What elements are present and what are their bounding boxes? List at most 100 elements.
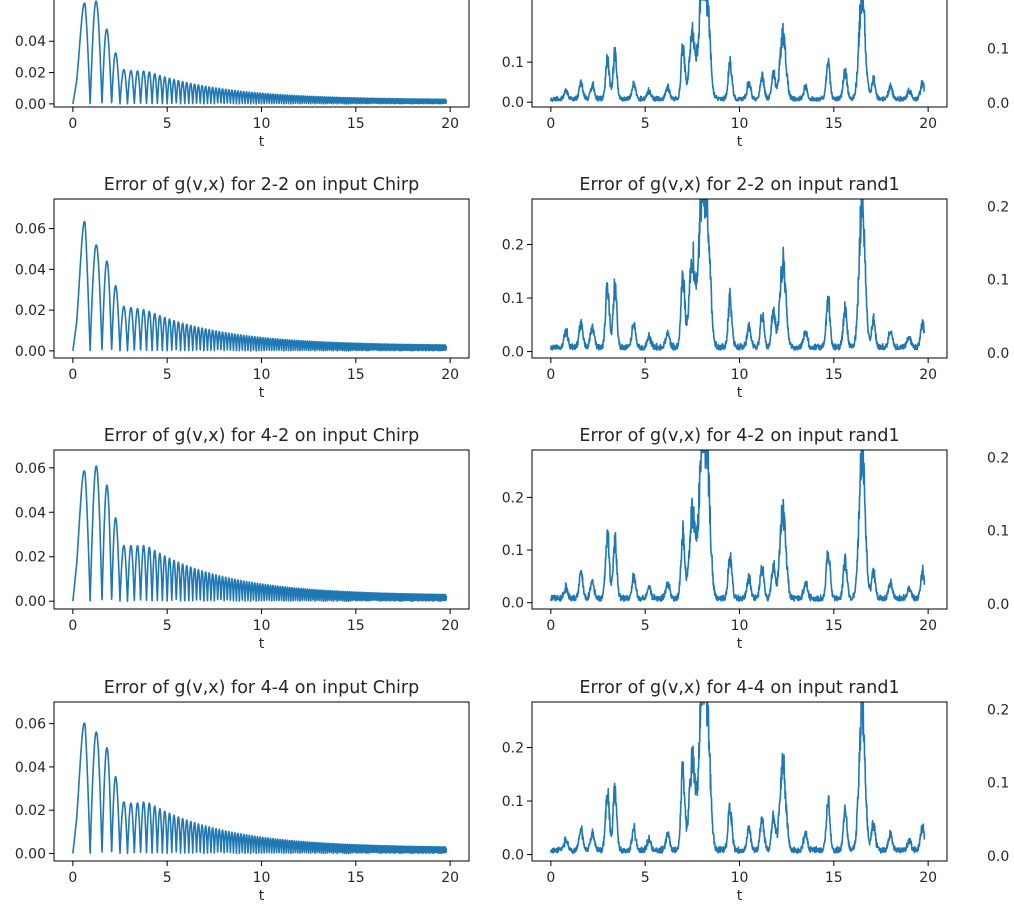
x-axis-label: t <box>259 385 265 401</box>
x-tick-label: 10 <box>731 618 749 634</box>
y-tick-label: 0.04 <box>15 760 46 776</box>
x-tick-label: 15 <box>347 116 365 132</box>
x-tick-label: 20 <box>441 116 459 132</box>
subplot-title: Error of g(v,x) for 4-4 on input rand1 <box>579 678 899 698</box>
x-tick-label: 20 <box>441 367 459 383</box>
y-tick-label: 0.06 <box>15 222 46 238</box>
x-tick-label: 5 <box>641 116 650 132</box>
y-tick-label: 0.1 <box>502 291 524 307</box>
x-axis-label: t <box>259 888 265 904</box>
x-tick-label: 5 <box>641 870 650 886</box>
y-tick-label: 0.04 <box>15 34 46 50</box>
y-tick-label: 0.2 <box>987 199 1009 215</box>
x-tick-label: 10 <box>253 116 271 132</box>
series-line <box>72 465 448 603</box>
y-tick-label: 0.1 <box>987 524 1009 540</box>
series-line <box>550 0 926 102</box>
series-line <box>72 220 448 352</box>
y-tick-label: 0.00 <box>15 846 46 862</box>
x-tick-label: 10 <box>731 367 749 383</box>
y-tick-label: 0.00 <box>15 97 46 113</box>
subplot-1-2: 0.0 0.1 0.2 <box>987 199 1009 362</box>
subplot-0-0: 0 5 10 15 20 0.00 0.02 0.04 t <box>15 0 470 150</box>
subplot-1-1: 0 5 10 15 20 0.0 0.1 0.2 t Error of g(v,x) for 2-… <box>502 175 948 401</box>
subplot-title: Error of g(v,x) for 2-2 on input Chirp <box>104 175 419 195</box>
y-tick-label: 0.2 <box>987 450 1009 466</box>
x-tick-label: 5 <box>163 116 172 132</box>
y-tick-label: 0.1 <box>502 543 524 559</box>
x-tick-label: 15 <box>347 870 365 886</box>
y-tick-label: 0.2 <box>502 741 524 757</box>
x-tick-label: 10 <box>731 870 749 886</box>
y-tick-label: 0.02 <box>15 66 46 82</box>
subplot-title: Error of g(v,x) for 4-4 on input Chirp <box>104 678 419 698</box>
subplot-title: Error of g(v,x) for 4-2 on input Chirp <box>104 426 419 446</box>
x-axis-label: t <box>737 134 743 150</box>
subplot-2-1: 0 5 10 15 20 0.0 0.1 0.2 t Error of g(v,x) for 4-… <box>502 426 948 652</box>
x-axis-label: t <box>737 636 743 652</box>
x-axis-label: t <box>737 888 743 904</box>
series-line <box>72 722 448 855</box>
x-tick-label: 0 <box>68 367 77 383</box>
x-tick-label: 20 <box>919 870 937 886</box>
plot-frame <box>53 198 470 359</box>
y-tick-label: 0.00 <box>15 594 46 610</box>
y-tick-label: 0.0 <box>502 345 524 361</box>
subplot-title: Error of g(v,x) for 2-2 on input rand1 <box>579 175 899 195</box>
subplot-3-0: 0 5 10 15 20 0.00 0.02 0.04 0.06 t Error of g(v,x)… <box>15 678 470 904</box>
subplot-0-1: 0 5 10 15 20 0.0 0.1 t <box>502 0 948 150</box>
y-tick-label: 0.0 <box>502 95 524 111</box>
x-tick-label: 0 <box>546 870 555 886</box>
x-tick-label: 5 <box>163 367 172 383</box>
y-tick-label: 0.2 <box>502 238 524 254</box>
x-tick-label: 10 <box>253 367 271 383</box>
x-tick-label: 0 <box>546 367 555 383</box>
series-line <box>550 199 926 351</box>
x-tick-label: 20 <box>441 618 459 634</box>
y-tick-label: 0.04 <box>15 505 46 521</box>
y-tick-label: 0.2 <box>987 702 1009 718</box>
y-tick-label: 0.2 <box>502 490 524 506</box>
x-tick-label: 15 <box>347 367 365 383</box>
x-tick-label: 10 <box>731 116 749 132</box>
x-tick-label: 0 <box>68 870 77 886</box>
x-tick-label: 0 <box>546 618 555 634</box>
series-line <box>72 0 448 105</box>
x-axis-label: t <box>259 134 265 150</box>
x-tick-label: 15 <box>825 618 843 634</box>
y-tick-label: 0.0 <box>987 849 1009 865</box>
x-tick-label: 15 <box>825 367 843 383</box>
x-tick-label: 10 <box>253 870 271 886</box>
y-tick-label: 0.1 <box>987 41 1009 57</box>
y-tick-label: 0.0 <box>502 596 524 612</box>
y-tick-label: 0.06 <box>15 717 46 733</box>
subplot-1-0: 0 5 10 15 20 0.00 0.02 0.04 0.06 t Error of g(v,x)… <box>15 175 470 401</box>
x-tick-label: 5 <box>163 618 172 634</box>
x-tick-label: 15 <box>347 618 365 634</box>
x-tick-label: 10 <box>253 618 271 634</box>
x-tick-label: 0 <box>68 618 77 634</box>
subplot-3-2: 0.0 0.1 0.2 <box>987 702 1009 865</box>
y-tick-label: 0.0 <box>987 597 1009 613</box>
x-tick-label: 0 <box>68 116 77 132</box>
series-line <box>550 702 926 855</box>
y-tick-label: 0.1 <box>502 794 524 810</box>
x-tick-label: 20 <box>919 367 937 383</box>
y-tick-label: 0.02 <box>15 303 46 319</box>
subplot-0-2: 0.0 0.1 <box>987 41 1009 112</box>
x-tick-label: 20 <box>919 618 937 634</box>
subplot-2-0: 0 5 10 15 20 0.00 0.02 0.04 0.06 t Error of g(v,x)… <box>15 426 470 652</box>
y-tick-label: 0.1 <box>502 55 524 71</box>
x-tick-label: 5 <box>641 618 650 634</box>
y-tick-label: 0.1 <box>987 273 1009 289</box>
y-tick-label: 0.1 <box>987 776 1009 792</box>
y-tick-label: 0.0 <box>502 848 524 864</box>
y-tick-label: 0.00 <box>15 344 46 360</box>
x-tick-label: 15 <box>825 870 843 886</box>
y-tick-label: 0.06 <box>15 461 46 477</box>
x-axis-label: t <box>259 636 265 652</box>
x-tick-label: 0 <box>546 116 555 132</box>
y-tick-label: 0.0 <box>987 346 1009 362</box>
x-tick-label: 5 <box>641 367 650 383</box>
